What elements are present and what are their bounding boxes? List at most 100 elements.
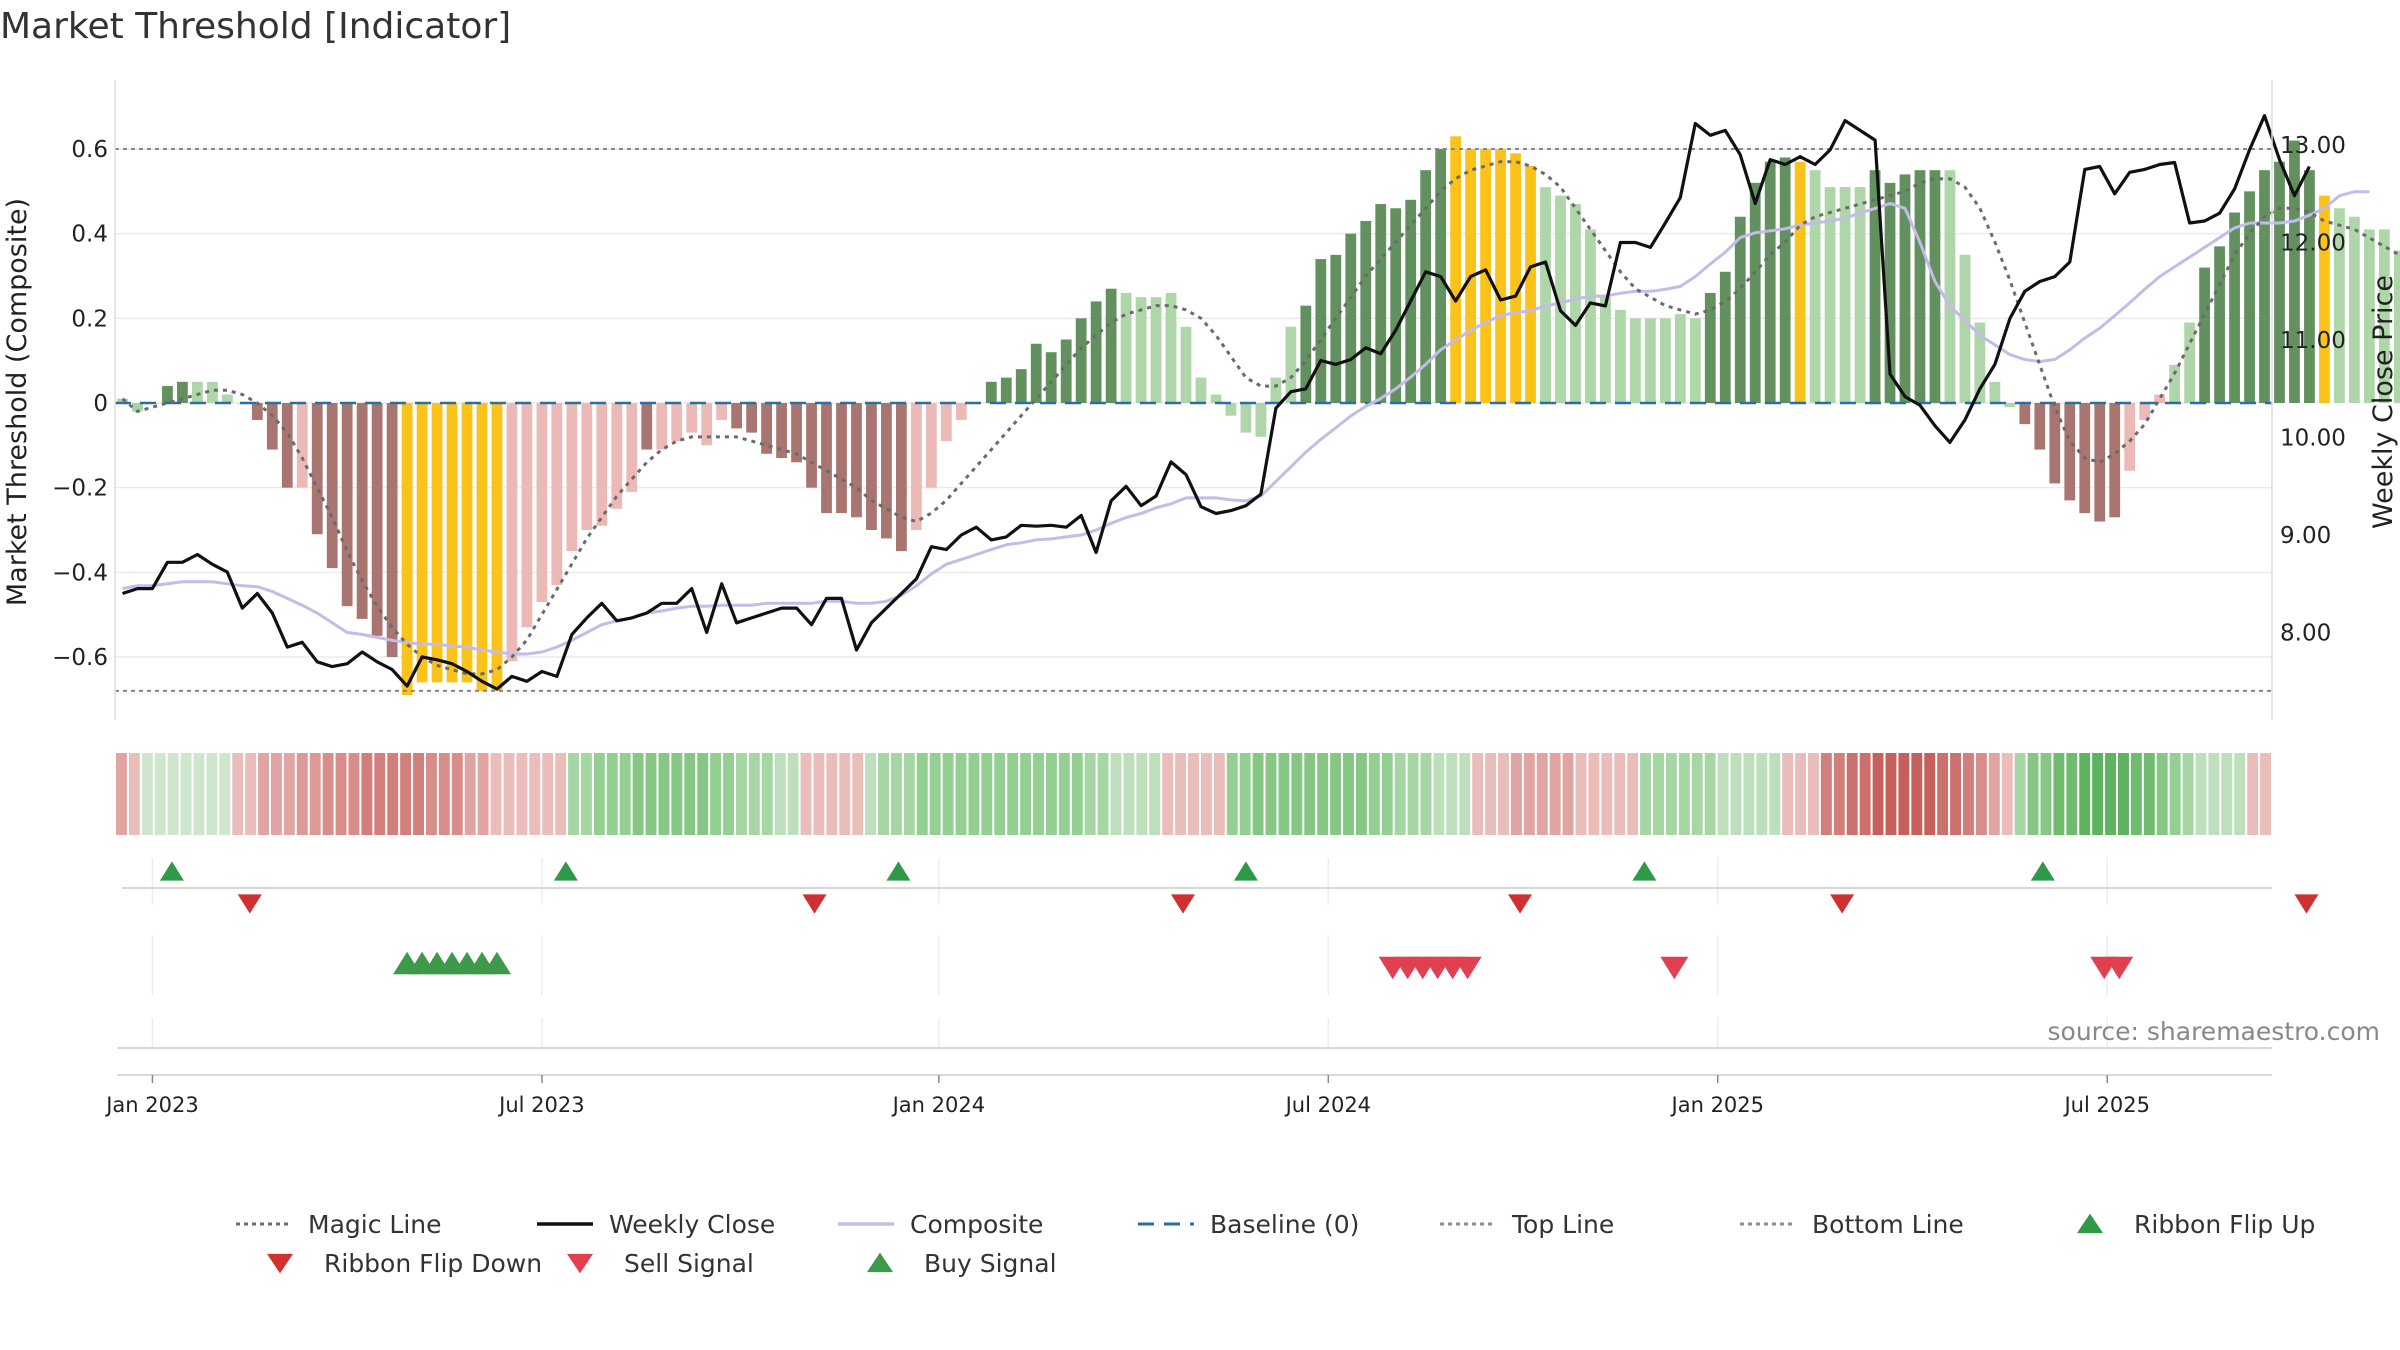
composite-bar bbox=[1030, 343, 1042, 403]
ribbon-cell bbox=[1407, 753, 1419, 835]
composite-bar bbox=[791, 403, 802, 463]
ribbon-cell bbox=[1498, 753, 1509, 835]
composite-bar bbox=[1135, 297, 1147, 403]
composite-bar bbox=[117, 398, 128, 403]
composite-bar bbox=[1060, 339, 1072, 403]
ribbon-cell bbox=[710, 753, 722, 835]
composite-bar bbox=[521, 403, 533, 628]
left-tick-label: −0.6 bbox=[52, 645, 108, 671]
ribbon-cell bbox=[1769, 753, 1781, 835]
chart-title: Market Threshold [Indicator] bbox=[0, 6, 512, 47]
ribbon-cell bbox=[1084, 753, 1096, 835]
composite-bar bbox=[1075, 318, 1087, 403]
ribbon-cell bbox=[697, 753, 709, 835]
composite-bar bbox=[1734, 216, 1746, 403]
composite-bar bbox=[1749, 182, 1761, 403]
ribbon-cell bbox=[309, 753, 321, 835]
ribbon-cell bbox=[994, 753, 1006, 835]
composite-bar bbox=[1794, 161, 1806, 403]
ribbon-cell bbox=[800, 753, 812, 835]
ribbon-cell bbox=[1252, 753, 1264, 835]
composite-bar bbox=[955, 403, 967, 420]
ribbon-cell bbox=[929, 753, 941, 835]
ribbon-cell bbox=[1175, 753, 1187, 835]
ribbon-cell bbox=[1846, 753, 1858, 835]
composite-bar bbox=[1659, 318, 1671, 403]
composite-bar bbox=[1719, 271, 1731, 403]
ribbon-cell bbox=[1045, 753, 1057, 835]
composite-bar bbox=[671, 403, 683, 442]
ribbon-cell bbox=[335, 753, 347, 835]
composite-bar bbox=[2124, 403, 2136, 471]
composite-bar bbox=[2259, 170, 2270, 403]
ribbon-cell bbox=[955, 753, 967, 835]
ribbon-cell bbox=[1704, 753, 1716, 835]
ribbon-cell bbox=[865, 753, 877, 835]
ribbon-cell bbox=[374, 753, 386, 835]
ribbon-cell bbox=[1743, 753, 1755, 835]
composite-bar bbox=[2064, 403, 2076, 501]
series-lines bbox=[121, 114, 2400, 691]
composite-bar bbox=[716, 403, 728, 420]
composite-bar bbox=[1809, 170, 1821, 403]
composite-bar bbox=[1854, 187, 1866, 403]
ribbon-cell bbox=[1988, 753, 2000, 835]
composite-bar bbox=[341, 403, 353, 607]
ribbon-cell bbox=[245, 753, 257, 835]
ribbon-cell bbox=[1317, 753, 1329, 835]
ribbon-cell bbox=[1485, 753, 1497, 835]
composite-bar bbox=[746, 403, 758, 433]
ribbon-cell bbox=[438, 753, 450, 835]
composite-bar bbox=[1600, 297, 1611, 403]
ribbon-cell bbox=[981, 753, 993, 835]
ribbon-cell bbox=[645, 753, 657, 835]
composite-bar bbox=[1270, 377, 1282, 403]
right-tick-label: 9.00 bbox=[2280, 523, 2331, 549]
ribbon-cell bbox=[1782, 753, 1794, 835]
composite-bar bbox=[1869, 170, 1881, 403]
axes: 0.6 0.4 0.2 0 −0.2 −0.4 −0.6 13.00 12.00 11.00 10.… bbox=[52, 80, 2346, 720]
ribbon-cell bbox=[1459, 753, 1471, 835]
ribbon-cell bbox=[1330, 753, 1342, 835]
ribbon-cell bbox=[2027, 753, 2039, 835]
composite-bar bbox=[1240, 403, 1252, 433]
ribbon-cell bbox=[632, 753, 644, 835]
ribbon-cell bbox=[270, 753, 282, 835]
ribbon-cell bbox=[2208, 753, 2220, 835]
composite-bar bbox=[1839, 187, 1851, 403]
composite-bar bbox=[2378, 229, 2390, 403]
ribbon-cell bbox=[2105, 753, 2117, 835]
composite-bar bbox=[2244, 191, 2255, 403]
composite-bar bbox=[356, 403, 368, 619]
x-tick-label: Jul 2024 bbox=[1284, 1093, 1371, 1117]
left-tick-label: 0 bbox=[93, 391, 108, 417]
sell-signal-marker bbox=[1453, 956, 1482, 980]
right-tick-label: 8.00 bbox=[2280, 621, 2331, 647]
composite-bar bbox=[2184, 322, 2196, 403]
ribbon-cell bbox=[425, 753, 437, 835]
ribbon-cell bbox=[1278, 753, 1290, 835]
legend-label: Baseline (0) bbox=[1210, 1210, 1359, 1239]
ribbon-cell bbox=[968, 753, 980, 835]
ribbon-flip-down-marker bbox=[1508, 894, 1533, 914]
composite-bar bbox=[2004, 403, 2016, 408]
ribbon-cell bbox=[490, 753, 502, 835]
ribbon-cell bbox=[787, 753, 799, 835]
ribbon-cell bbox=[2130, 753, 2142, 835]
ribbon-cell bbox=[852, 753, 864, 835]
composite-bar bbox=[2319, 195, 2330, 403]
composite-bar bbox=[281, 403, 293, 488]
composite-bar bbox=[446, 403, 458, 683]
composite-bar bbox=[1944, 170, 1956, 403]
composite-bar bbox=[761, 403, 772, 454]
ribbon-cell bbox=[1653, 753, 1664, 835]
ribbon-cell bbox=[1756, 753, 1768, 835]
left-tick-label: −0.4 bbox=[52, 560, 108, 586]
ribbon-cell bbox=[387, 753, 399, 835]
composite-bar bbox=[641, 403, 653, 450]
composite-bar bbox=[1255, 403, 1267, 437]
source-credit: source: sharemaestro.com bbox=[2048, 1017, 2381, 1046]
composite-bar bbox=[940, 403, 952, 442]
composite-bar bbox=[581, 403, 593, 530]
ribbon-cell bbox=[193, 753, 205, 835]
